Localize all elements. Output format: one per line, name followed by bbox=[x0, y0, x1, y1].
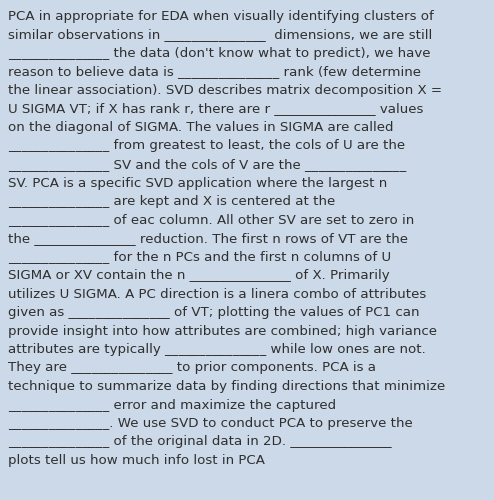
Text: plots tell us how much info lost in PCA: plots tell us how much info lost in PCA bbox=[8, 454, 265, 467]
Text: the _______________ reduction. The first n rows of VT are the: the _______________ reduction. The first… bbox=[8, 232, 408, 245]
Text: reason to believe data is _______________ rank (few determine: reason to believe data is ______________… bbox=[8, 66, 421, 78]
Text: _______________ are kept and X is centered at the: _______________ are kept and X is center… bbox=[8, 195, 335, 208]
Text: PCA in appropriate for EDA when visually identifying clusters of: PCA in appropriate for EDA when visually… bbox=[8, 10, 434, 23]
Text: technique to summarize data by finding directions that minimize: technique to summarize data by finding d… bbox=[8, 380, 445, 393]
Text: attributes are typically _______________ while low ones are not.: attributes are typically _______________… bbox=[8, 343, 426, 356]
Text: _______________ the data (don't know what to predict), we have: _______________ the data (don't know wha… bbox=[8, 47, 430, 60]
Text: the linear association). SVD describes matrix decomposition X =: the linear association). SVD describes m… bbox=[8, 84, 442, 97]
Text: _______________ SV and the cols of V are the _______________: _______________ SV and the cols of V are… bbox=[8, 158, 406, 171]
Text: _______________. We use SVD to conduct PCA to preserve the: _______________. We use SVD to conduct P… bbox=[8, 417, 413, 430]
Text: given as _______________ of VT; plotting the values of PC1 can: given as _______________ of VT; plotting… bbox=[8, 306, 419, 319]
Text: utilizes U SIGMA. A PC direction is a linera combo of attributes: utilizes U SIGMA. A PC direction is a li… bbox=[8, 288, 426, 300]
Text: _______________ from greatest to least, the cols of U are the: _______________ from greatest to least, … bbox=[8, 140, 405, 152]
Text: U SIGMA VT; if X has rank r, there are r _______________ values: U SIGMA VT; if X has rank r, there are r… bbox=[8, 102, 423, 116]
Text: SV. PCA is a specific SVD application where the largest n: SV. PCA is a specific SVD application wh… bbox=[8, 176, 387, 190]
Text: _______________ error and maximize the captured: _______________ error and maximize the c… bbox=[8, 398, 336, 411]
Text: on the diagonal of SIGMA. The values in SIGMA are called: on the diagonal of SIGMA. The values in … bbox=[8, 121, 394, 134]
Text: _______________ of the original data in 2D. _______________: _______________ of the original data in … bbox=[8, 436, 392, 448]
Text: similar observations in _______________  dimensions, we are still: similar observations in _______________ … bbox=[8, 28, 432, 42]
Text: SIGMA or XV contain the n _______________ of X. Primarily: SIGMA or XV contain the n ______________… bbox=[8, 269, 390, 282]
Text: They are _______________ to prior components. PCA is a: They are _______________ to prior compon… bbox=[8, 362, 376, 374]
Text: provide insight into how attributes are combined; high variance: provide insight into how attributes are … bbox=[8, 324, 437, 338]
Text: _______________ of eac column. All other SV are set to zero in: _______________ of eac column. All other… bbox=[8, 214, 414, 226]
Text: _______________ for the n PCs and the first n columns of U: _______________ for the n PCs and the fi… bbox=[8, 250, 391, 264]
